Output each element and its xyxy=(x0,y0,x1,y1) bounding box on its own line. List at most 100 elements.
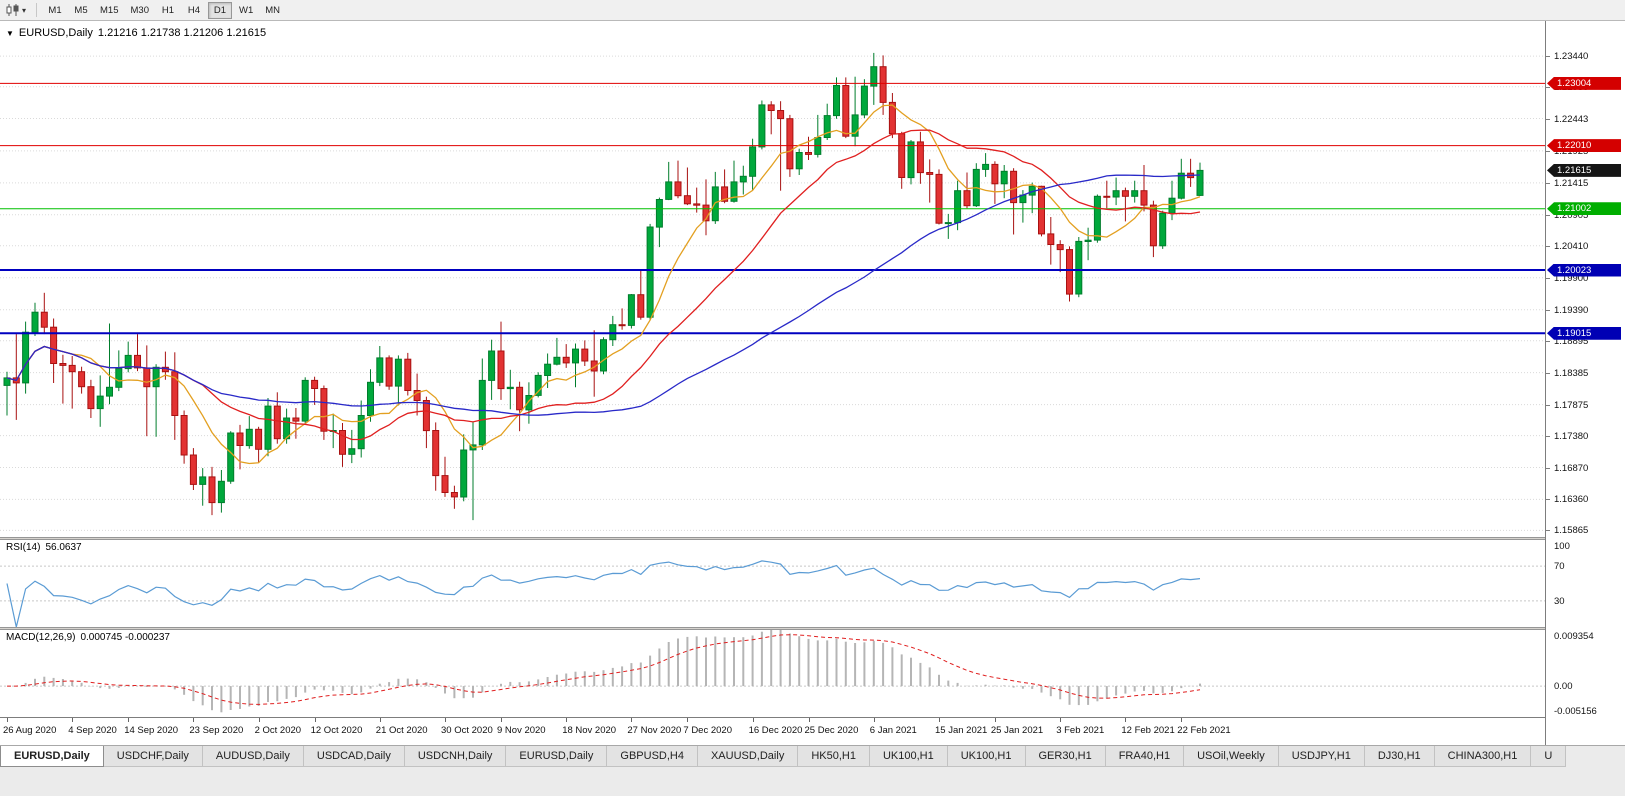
timeframe-button-h4[interactable]: H4 xyxy=(187,4,201,16)
chart-tab-china300-h1[interactable]: CHINA300,H1 xyxy=(1434,746,1532,767)
candle-body xyxy=(460,449,468,498)
date-label: 25 Jan 2021 xyxy=(990,725,1044,736)
candle-body xyxy=(870,66,878,87)
candle-body xyxy=(777,110,785,120)
candle-body xyxy=(590,360,598,372)
candle-body xyxy=(665,181,673,200)
candle-body xyxy=(954,190,962,224)
candle-body xyxy=(655,199,663,228)
timeframe-button-d1[interactable]: D1 xyxy=(207,1,232,19)
chart-tab-uk100-h1[interactable]: UK100,H1 xyxy=(869,746,948,767)
candle-body xyxy=(525,395,533,411)
date-label: 21 Oct 2020 xyxy=(375,725,428,736)
date-tick-mark xyxy=(808,718,810,722)
candle-body xyxy=(385,357,393,387)
chart-type-icon[interactable] xyxy=(4,2,22,18)
timeframe-button-mn[interactable]: MN xyxy=(265,4,281,16)
candle-body xyxy=(96,395,104,410)
macd-signal-line xyxy=(7,634,1201,705)
candle-body xyxy=(944,222,952,225)
candle-body xyxy=(749,146,757,177)
macd-panel-chart[interactable] xyxy=(0,630,1545,717)
candle-body xyxy=(898,133,906,178)
candle-body xyxy=(1131,190,1139,197)
candle-body xyxy=(441,475,449,494)
candle-body xyxy=(245,428,253,447)
candle-body xyxy=(1047,233,1055,245)
date-tick-mark xyxy=(1181,718,1183,722)
chart-tab-usdcad-daily[interactable]: USDCAD,Daily xyxy=(303,746,405,767)
timeframe-button-h1[interactable]: H1 xyxy=(161,4,175,16)
chart-tab-fra40-h1[interactable]: FRA40,H1 xyxy=(1105,746,1185,767)
candle-body xyxy=(143,367,151,388)
candle-body xyxy=(208,476,216,504)
candle-body xyxy=(516,386,524,411)
candle-body xyxy=(115,368,123,388)
dropdown-arrow-icon[interactable]: ▾ xyxy=(22,5,27,15)
price-tick-label: 1.16360 xyxy=(1554,494,1589,506)
date-tick-mark xyxy=(7,718,8,722)
timeframe-button-m15[interactable]: M15 xyxy=(100,4,119,16)
chart-tab-audusd-daily[interactable]: AUDUSD,Daily xyxy=(202,746,304,767)
chart-tab-usdjpy-h1[interactable]: USDJPY,H1 xyxy=(1278,746,1365,767)
price-tick-label: 1.18385 xyxy=(1554,367,1589,379)
chart-tab-ger30-h1[interactable]: GER30,H1 xyxy=(1025,746,1106,767)
timeframe-button-m30[interactable]: M30 xyxy=(130,4,149,16)
symbol-marker-icon: ▼ xyxy=(6,28,14,38)
candle-body xyxy=(497,350,505,390)
timeframe-button-w1[interactable]: W1 xyxy=(238,4,254,16)
chart-tab-dj30-h1[interactable]: DJ30,H1 xyxy=(1364,746,1435,767)
chart-tab-usdcnh-daily[interactable]: USDCNH,Daily xyxy=(404,746,507,767)
chart-tab-eurusd-daily[interactable]: EURUSD,Daily xyxy=(506,746,608,767)
timeframe-button-m5[interactable]: M5 xyxy=(74,4,88,16)
price-tick-label: 1.23440 xyxy=(1554,51,1589,63)
price-tick-mark xyxy=(1546,214,1550,216)
candle-body xyxy=(22,331,30,384)
candle-body xyxy=(739,175,747,183)
toolbar-separator xyxy=(36,3,38,17)
chart-area[interactable]: ▼ EURUSD,Daily 1.21216 1.21738 1.21206 1… xyxy=(0,21,1625,745)
chart-tab-uk100-h1[interactable]: UK100,H1 xyxy=(947,746,1026,767)
rsi-tick-label: 70 xyxy=(1554,561,1565,573)
candle-body xyxy=(1196,169,1204,196)
chart-tab-gbpusd-h4[interactable]: GBPUSD,H4 xyxy=(607,746,698,767)
price-tick-mark xyxy=(1546,245,1550,247)
level-price-label: 1.23004 xyxy=(1547,76,1621,90)
chart-tab-xauusd-daily[interactable]: XAUUSD,Daily xyxy=(697,746,799,767)
chart-tab-u[interactable]: U xyxy=(1531,746,1567,767)
date-tick-mark xyxy=(445,718,446,722)
candle-body xyxy=(1112,190,1120,198)
candle-body xyxy=(823,115,831,138)
candle-body xyxy=(488,350,496,381)
chart-tab-usoil-weekly[interactable]: USOil,Weekly xyxy=(1184,746,1279,767)
date-label: 2 Oct 2020 xyxy=(254,725,302,736)
date-tick-mark xyxy=(994,718,996,722)
macd-tick-label: -0.005156 xyxy=(1554,706,1597,717)
candle-body xyxy=(618,324,626,327)
price-tick-mark xyxy=(1546,467,1550,469)
candle-body xyxy=(1000,170,1008,185)
chart-symbol-period: EURUSD,Daily xyxy=(18,27,93,39)
date-label: 15 Jan 2021 xyxy=(935,725,988,736)
panel-resize-separator[interactable] xyxy=(0,537,1625,540)
timeframe-button-m1[interactable]: M1 xyxy=(48,4,62,16)
price-axis[interactable]: 1.234401.229501.224431.219251.214151.209… xyxy=(1545,21,1625,745)
candle-body xyxy=(394,358,402,387)
current-price-label: 1.21615 xyxy=(1547,163,1621,177)
price-tick-label: 1.17380 xyxy=(1554,430,1589,442)
chart-tab-hk50-h1[interactable]: HK50,H1 xyxy=(798,746,870,767)
candle-body xyxy=(171,371,179,417)
candle-body xyxy=(581,348,589,362)
candle-body xyxy=(506,386,514,390)
rsi-panel-chart[interactable] xyxy=(0,540,1545,627)
main-price-chart[interactable] xyxy=(0,21,1545,537)
date-axis[interactable]: 26 Aug 2020 4 Sep 2020 14 Sep 2020 23 Sep 2… xyxy=(0,717,1545,745)
macd-values: 0.000745 -0.000237 xyxy=(80,632,170,643)
candle-body xyxy=(236,432,244,446)
chart-tab-eurusd-daily[interactable]: EURUSD,Daily xyxy=(0,746,104,767)
timeframe-buttons: M1 M5 M15 M30 H1 H4 D1 W1 MN xyxy=(43,1,287,19)
date-label: 7 Dec 2020 xyxy=(683,725,732,736)
panel-resize-separator[interactable] xyxy=(0,627,1625,630)
chart-tab-usdchf-daily[interactable]: USDCHF,Daily xyxy=(103,746,203,767)
